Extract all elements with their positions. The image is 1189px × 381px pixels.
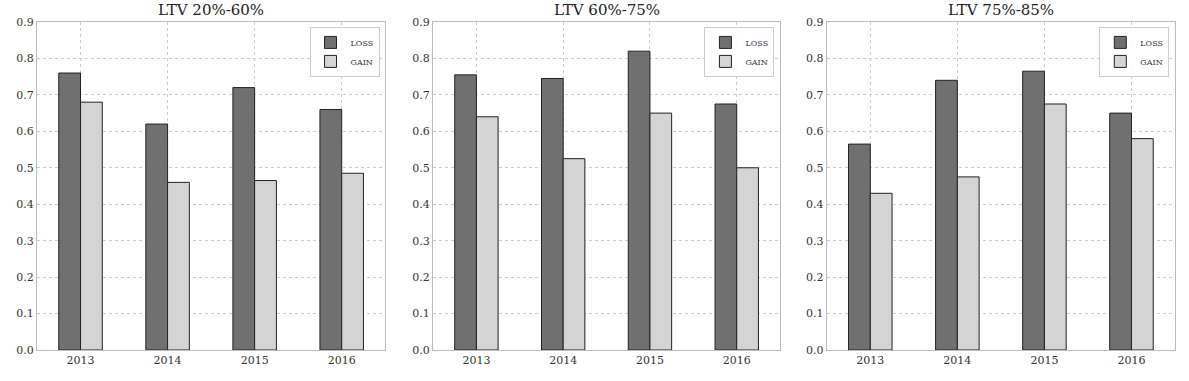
svg-text:GAIN: GAIN: [1140, 58, 1162, 67]
svg-text:0.9: 0.9: [806, 16, 824, 29]
svg-text:2014: 2014: [549, 354, 577, 367]
svg-text:0.0: 0.0: [16, 344, 34, 357]
svg-text:0.3: 0.3: [806, 235, 824, 248]
svg-text:0.4: 0.4: [806, 198, 824, 211]
svg-text:0.2: 0.2: [412, 271, 430, 284]
svg-text:0.7: 0.7: [412, 89, 430, 102]
svg-text:0.9: 0.9: [16, 16, 34, 29]
svg-text:0.0: 0.0: [806, 344, 824, 357]
svg-text:2014: 2014: [943, 354, 971, 367]
svg-text:2014: 2014: [154, 354, 182, 367]
svg-text:0.3: 0.3: [16, 235, 34, 248]
svg-text:LOSS: LOSS: [745, 39, 768, 48]
svg-text:0.2: 0.2: [806, 271, 824, 284]
svg-text:2015: 2015: [636, 354, 664, 367]
svg-text:2015: 2015: [241, 354, 269, 367]
svg-text:0.1: 0.1: [16, 307, 34, 320]
svg-text:2016: 2016: [328, 354, 356, 367]
svg-text:0.1: 0.1: [412, 307, 430, 320]
svg-text:0.8: 0.8: [412, 52, 430, 65]
svg-text:0.0: 0.0: [412, 344, 430, 357]
svg-text:0.8: 0.8: [16, 52, 34, 65]
svg-text:LOSS: LOSS: [351, 39, 374, 48]
svg-text:2016: 2016: [723, 354, 751, 367]
svg-text:LOSS: LOSS: [1140, 39, 1163, 48]
svg-text:0.6: 0.6: [412, 125, 430, 138]
svg-text:2013: 2013: [67, 354, 95, 367]
svg-text:0.2: 0.2: [16, 271, 34, 284]
svg-text:0.4: 0.4: [412, 198, 430, 211]
svg-text:GAIN: GAIN: [745, 58, 767, 67]
svg-text:0.8: 0.8: [806, 52, 824, 65]
svg-text:LTV 20%-60%: LTV 20%-60%: [158, 1, 264, 19]
svg-text:2016: 2016: [1117, 354, 1145, 367]
svg-text:0.5: 0.5: [412, 162, 430, 175]
svg-text:0.5: 0.5: [16, 162, 34, 175]
svg-text:0.4: 0.4: [16, 198, 34, 211]
svg-text:2013: 2013: [462, 354, 490, 367]
svg-text:LTV 60%-75%: LTV 60%-75%: [554, 1, 660, 19]
svg-text:0.1: 0.1: [806, 307, 824, 320]
svg-text:LTV 75%-85%: LTV 75%-85%: [948, 1, 1054, 19]
svg-text:0.3: 0.3: [412, 235, 430, 248]
svg-text:GAIN: GAIN: [351, 58, 373, 67]
svg-text:2015: 2015: [1030, 354, 1058, 367]
svg-text:0.6: 0.6: [806, 125, 824, 138]
svg-text:0.5: 0.5: [806, 162, 824, 175]
svg-text:0.6: 0.6: [16, 125, 34, 138]
svg-text:0.7: 0.7: [16, 89, 34, 102]
svg-text:2013: 2013: [856, 354, 884, 367]
svg-text:0.9: 0.9: [412, 16, 430, 29]
svg-text:0.7: 0.7: [806, 89, 824, 102]
